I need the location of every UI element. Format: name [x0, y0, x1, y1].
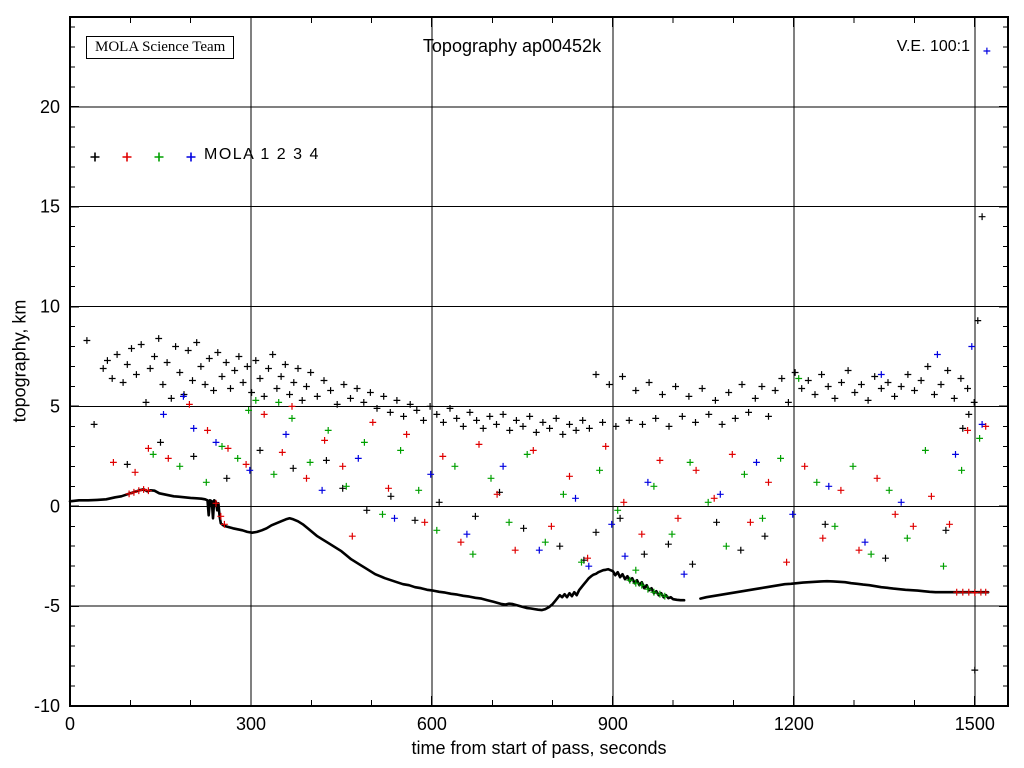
- y-tick-label: 10: [40, 297, 60, 317]
- x-tick-label: 300: [236, 714, 266, 734]
- mola4-scatter-markers: [160, 47, 991, 578]
- legend-marker-mola3: [154, 152, 164, 162]
- y-tick-label: -10: [34, 696, 60, 716]
- legend-marker-mola1: [90, 152, 100, 162]
- mola3-scatter-markers: [149, 375, 983, 600]
- mola1-scatter-markers: [83, 213, 986, 674]
- legend-marker-mola2: [122, 152, 132, 162]
- y-tick-label: -5: [44, 596, 60, 616]
- vertical-exaggeration-label: V.E. 100:1: [896, 38, 970, 55]
- x-tick-label: 600: [417, 714, 447, 734]
- credit-box: MOLA Science Team: [86, 36, 235, 59]
- x-tick-label: 0: [65, 714, 75, 734]
- y-tick-label: 20: [40, 97, 60, 117]
- plot-frame: [69, 16, 1009, 707]
- topography-trace: [68, 487, 686, 612]
- chart-title: Topography ap00452k: [422, 36, 602, 56]
- x-axis-label: time from start of pass, seconds: [411, 738, 667, 758]
- y-tick-label: 0: [50, 496, 60, 516]
- legend-marker-mola4: [186, 152, 196, 162]
- y-tick-label: 15: [40, 197, 60, 217]
- y-tick-label: 5: [50, 396, 60, 416]
- mola2-scatter-markers: [110, 401, 990, 596]
- x-tick-label: 1500: [955, 714, 995, 734]
- x-tick-label: 900: [598, 714, 628, 734]
- legend-label: MOLA 1 2 3 4: [204, 146, 320, 163]
- x-tick-label: 1200: [774, 714, 814, 734]
- y-axis-label: topography, km: [9, 299, 30, 423]
- topography-trace: [699, 579, 990, 600]
